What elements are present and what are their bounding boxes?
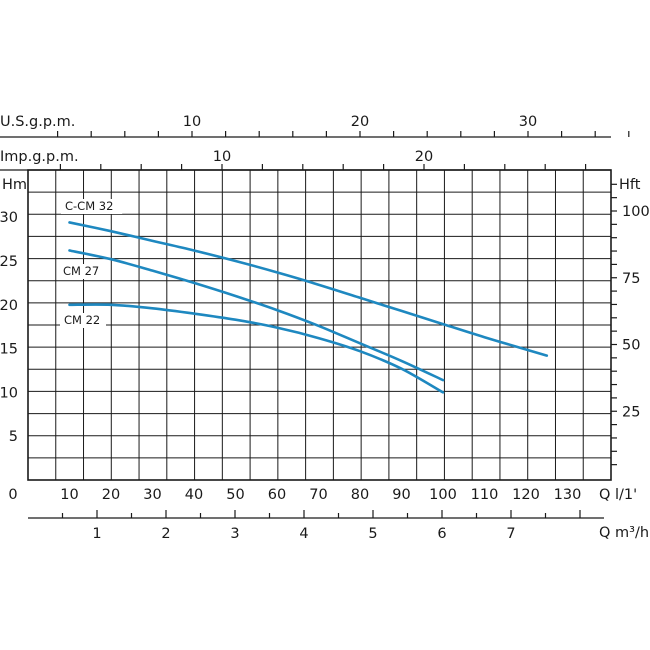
series-label-bg — [61, 199, 123, 214]
series-line-c-cm-32 — [68, 221, 549, 357]
m3h-tick-label: 5 — [368, 526, 377, 542]
series-line-cm-27 — [68, 249, 445, 382]
usgpm-tick-label: 20 — [351, 114, 369, 130]
m3h-tick-label: 1 — [92, 526, 101, 542]
usgpm-axis-label: U.S.g.p.m. — [0, 114, 75, 130]
usgpm-tick-label: 10 — [183, 114, 201, 130]
series-line-cm-22 — [68, 303, 445, 394]
y-right-axis-label: Hft — [619, 177, 641, 193]
x-main-tick-label: 40 — [185, 487, 203, 503]
series-label-cm-22: CM 22 — [64, 313, 100, 327]
impgpm-ticks: 10 20 — [59, 149, 587, 170]
y-left-tick-label: 15 — [0, 342, 18, 358]
x-main-tick-label: 120 — [512, 487, 540, 503]
impgpm-tick-label: 10 — [213, 149, 231, 165]
x-main-tick-label: 0 — [8, 487, 17, 503]
m3h-tick-label: 3 — [230, 526, 239, 542]
impgpm-tick-label: 20 — [415, 149, 433, 165]
m3h-tick-label: 7 — [506, 526, 515, 542]
y-left-tick-label: 25 — [0, 254, 18, 270]
x-main-tick-label: 80 — [351, 487, 369, 503]
x-main-tick-label: 110 — [471, 487, 499, 503]
x-main-tick-label: 10 — [60, 487, 78, 503]
series-label-bg — [60, 313, 106, 328]
series-label-cm-27: CM 27 — [63, 264, 99, 278]
x-main-tick-label: 50 — [226, 487, 244, 503]
usgpm-ticks: 10 20 30 — [56, 114, 630, 137]
y-right-tick-label: 75 — [622, 271, 640, 287]
series-layer — [68, 221, 549, 394]
m3h-tick-label: 6 — [437, 526, 446, 542]
y-right-ticks: 25 50 75 100 — [611, 183, 650, 466]
x-main-tick-label: 20 — [102, 487, 120, 503]
y-left-tick-label: 20 — [0, 298, 18, 314]
series-labels: C-CM 32 CM 27 CM 22 — [59, 199, 123, 328]
y-left-ticks: 5 10 15 20 25 30 — [0, 210, 18, 445]
m3h-ticks: 1 2 3 4 5 6 7 — [61, 510, 581, 542]
y-right-tick-label: 50 — [622, 338, 640, 354]
impgpm-axis-label: Imp.g.p.m. — [0, 149, 79, 165]
x-main-tick-label: 60 — [268, 487, 286, 503]
x-main-tick-label: 90 — [392, 487, 410, 503]
x-main-axis-label: Q l/1' — [599, 487, 637, 503]
x-main-ticks: 0 10 20 30 40 50 60 70 80 90 100 110 120 130 — [8, 487, 581, 503]
y-left-axis-label: Hm — [2, 177, 27, 193]
x-main-tick-label: 130 — [554, 487, 582, 503]
y-left-tick-label: 5 — [9, 429, 18, 445]
series-label-bg — [59, 264, 105, 279]
x-main-tick-label: 70 — [309, 487, 327, 503]
y-left-tick-label: 10 — [0, 385, 18, 401]
y-left-tick-label: 30 — [0, 210, 18, 226]
x-main-tick-label: 100 — [429, 487, 457, 503]
usgpm-tick-label: 30 — [519, 114, 537, 130]
series-label-c-cm-32: C-CM 32 — [65, 199, 113, 213]
y-right-tick-label: 25 — [622, 404, 640, 420]
m3h-axis-label: Q m³/h — [599, 525, 649, 541]
m3h-tick-label: 2 — [161, 526, 170, 542]
m3h-tick-label: 4 — [299, 526, 308, 542]
chart-grid — [28, 170, 611, 480]
x-main-tick-label: 30 — [143, 487, 161, 503]
y-right-tick-label: 100 — [622, 204, 650, 220]
